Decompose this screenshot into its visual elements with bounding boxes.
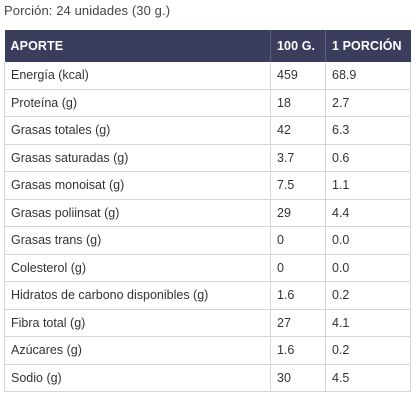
nutrient-name: Sodio (g) xyxy=(4,364,271,392)
value-per-portion: 4.4 xyxy=(325,199,411,227)
value-per-100g: 459 xyxy=(270,62,326,90)
value-per-100g: 30 xyxy=(270,364,326,392)
value-per-portion: 0.2 xyxy=(325,336,411,365)
nutrient-name: Grasas monoisat (g) xyxy=(4,171,271,200)
portion-label: Porción: 24 unidades (30 g.) xyxy=(4,3,171,18)
table-row: Grasas totales (g) 42 6.3 xyxy=(4,116,411,145)
value-per-portion: 1.1 xyxy=(325,171,411,200)
value-per-portion: 0.6 xyxy=(325,144,411,172)
table-row: Sodio (g) 30 4.5 xyxy=(4,364,411,392)
table-body: Energía (kcal) 459 68.9 Proteína (g) 18 … xyxy=(4,62,411,392)
table-row: Colesterol (g) 0 0.0 xyxy=(4,254,411,282)
header-100g: 100 G. xyxy=(270,30,326,62)
value-per-portion: 0.2 xyxy=(325,281,411,310)
value-per-portion: 4.5 xyxy=(325,364,411,392)
nutrition-table: APORTE 100 G. 1 PORCIÓN Energía (kcal) 4… xyxy=(4,30,411,392)
nutrient-name: Proteína (g) xyxy=(4,89,271,117)
value-per-100g: 18 xyxy=(270,89,326,117)
table-row: Grasas trans (g) 0 0.0 xyxy=(4,226,411,255)
nutrient-name: Grasas poliinsat (g) xyxy=(4,199,271,227)
nutrient-name: Grasas trans (g) xyxy=(4,226,271,255)
value-per-100g: 29 xyxy=(270,199,326,227)
nutrient-name: Energía (kcal) xyxy=(4,62,271,90)
table-row: Fibra total (g) 27 4.1 xyxy=(4,309,411,337)
table-row: Grasas saturadas (g) 3.7 0.6 xyxy=(4,144,411,172)
nutrient-name: Azúcares (g) xyxy=(4,336,271,365)
value-per-100g: 42 xyxy=(270,116,326,145)
value-per-100g: 27 xyxy=(270,309,326,337)
value-per-portion: 0.0 xyxy=(325,226,411,255)
value-per-portion: 0.0 xyxy=(325,254,411,282)
value-per-portion: 6.3 xyxy=(325,116,411,145)
value-per-100g: 0 xyxy=(270,226,326,255)
value-per-100g: 1.6 xyxy=(270,336,326,365)
nutrient-name: Fibra total (g) xyxy=(4,309,271,337)
header-aporte: APORTE xyxy=(4,30,271,62)
table-header-row: APORTE 100 G. 1 PORCIÓN xyxy=(4,30,411,62)
value-per-portion: 2.7 xyxy=(325,89,411,117)
table-row: Proteína (g) 18 2.7 xyxy=(4,89,411,117)
table-row: Azúcares (g) 1.6 0.2 xyxy=(4,336,411,365)
table-row: Hidratos de carbono disponibles (g) 1.6 … xyxy=(4,281,411,310)
value-per-100g: 7.5 xyxy=(270,171,326,200)
value-per-portion: 68.9 xyxy=(325,62,411,90)
value-per-100g: 1.6 xyxy=(270,281,326,310)
nutrition-table-container: APORTE 100 G. 1 PORCIÓN Energía (kcal) 4… xyxy=(4,30,411,392)
table-row: Energía (kcal) 459 68.9 xyxy=(4,62,411,90)
table-row: Grasas monoisat (g) 7.5 1.1 xyxy=(4,171,411,200)
header-1-porcion: 1 PORCIÓN xyxy=(325,30,411,62)
value-per-100g: 3.7 xyxy=(270,144,326,172)
nutrient-name: Grasas totales (g) xyxy=(4,116,271,145)
nutrient-name: Grasas saturadas (g) xyxy=(4,144,271,172)
nutrient-name: Colesterol (g) xyxy=(4,254,271,282)
value-per-portion: 4.1 xyxy=(325,309,411,337)
nutrient-name: Hidratos de carbono disponibles (g) xyxy=(4,281,271,310)
value-per-100g: 0 xyxy=(270,254,326,282)
table-row: Grasas poliinsat (g) 29 4.4 xyxy=(4,199,411,227)
